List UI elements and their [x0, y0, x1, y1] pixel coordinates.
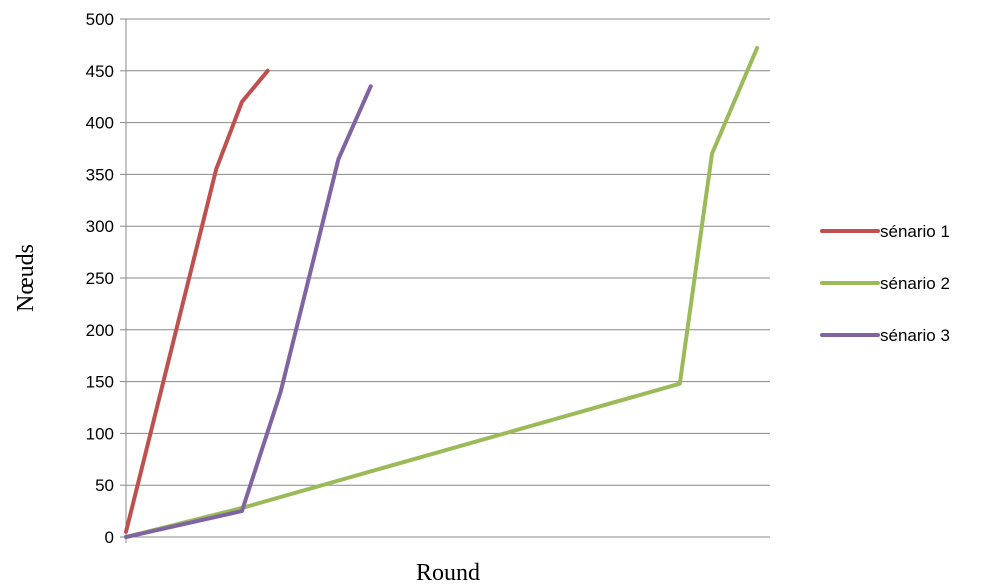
y-tick-label: 500 — [86, 10, 114, 29]
series-lines — [124, 46, 760, 539]
legend: sénario 1 sénario 2 sénario 3 — [820, 222, 950, 345]
y-tick-label: 300 — [86, 217, 114, 236]
axes — [120, 18, 770, 543]
legend-label-3: sénario 3 — [880, 326, 950, 345]
y-tick-label: 50 — [95, 476, 114, 495]
y-tick-label: 200 — [86, 321, 114, 340]
series-line-1 — [124, 68, 270, 534]
y-tick-label: 250 — [86, 269, 114, 288]
y-tick-label: 400 — [86, 114, 114, 133]
y-tick-label: 450 — [86, 62, 114, 81]
y-axis-title: Nœuds — [13, 244, 39, 312]
series-line-2 — [124, 46, 760, 539]
y-tick-label: 0 — [105, 528, 114, 547]
legend-label-1: sénario 1 — [880, 222, 950, 241]
y-tick-label: 350 — [86, 165, 114, 184]
legend-label-2: sénario 2 — [880, 274, 950, 293]
y-tick-label: 150 — [86, 373, 114, 392]
series-line-3 — [124, 84, 373, 539]
x-axis-title: Round — [416, 560, 480, 586]
grid-lines — [126, 18, 770, 486]
y-tick-labels: 0 50 100 150 200 250 300 350 400 450 500 — [86, 10, 114, 547]
y-tick-label: 100 — [86, 424, 114, 443]
